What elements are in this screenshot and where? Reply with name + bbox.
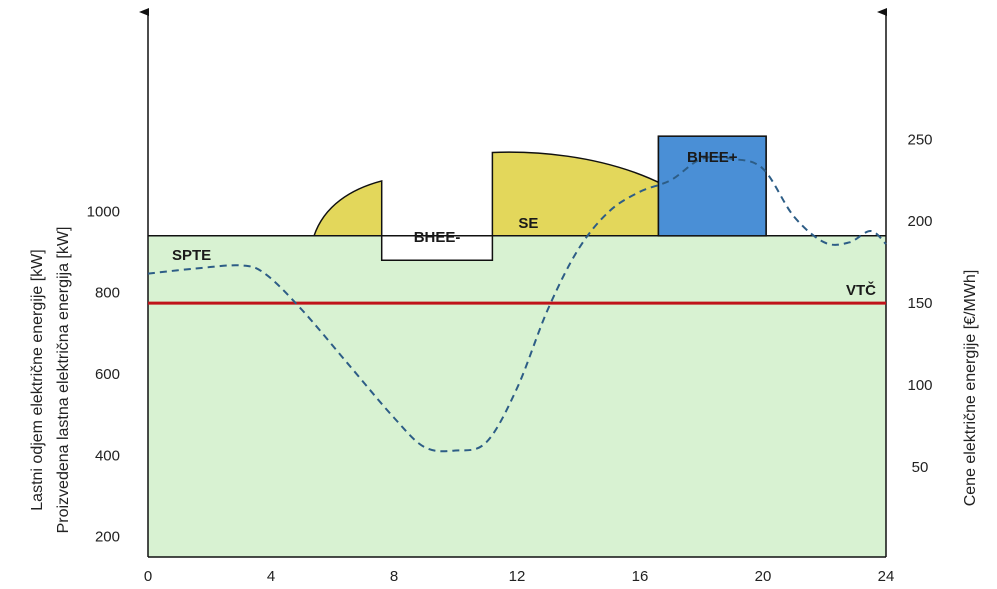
left-tick-label: 800	[95, 285, 120, 302]
x-tick-labels: 0 4 8 12 16 20 24	[144, 568, 895, 585]
x-tick-label: 16	[632, 568, 649, 585]
x-tick-label: 8	[390, 568, 398, 585]
left-tick-label: 400	[95, 447, 120, 464]
x-tick-label: 24	[878, 568, 895, 585]
left-tick-label: 1000	[87, 203, 120, 220]
vtc-label: VTČ	[846, 281, 876, 299]
right-tick-labels: 50 100 150 200 250	[907, 131, 932, 476]
spte-label: SPTE	[172, 247, 211, 264]
left-tick-labels: 200 400 600 800 1000	[87, 203, 120, 545]
bhee-minus-area	[380, 235, 494, 261]
x-tick-label: 0	[144, 568, 152, 585]
se-small-area	[313, 179, 383, 237]
left-axis-title-line1: Lastni odjem električne energije [kW]	[29, 249, 46, 510]
right-axis-title: Cene električne energije [€/MWh]	[962, 270, 979, 507]
bhee-plus-outline	[657, 135, 767, 237]
x-tick-label: 20	[755, 568, 772, 585]
right-tick-label: 250	[907, 131, 932, 148]
right-tick-label: 150	[907, 295, 932, 312]
price-series-line	[147, 155, 887, 453]
right-tick-label: 50	[912, 459, 929, 476]
x-tick-label: 12	[509, 568, 526, 585]
right-tick-label: 200	[907, 213, 932, 230]
left-axis-title-line2: Proizvedena lastna električna energija […	[55, 227, 72, 534]
bhee-minus-label: BHEE-	[414, 229, 461, 246]
right-tick-label: 100	[907, 377, 932, 394]
se-label: SE	[518, 215, 538, 232]
spte-area	[148, 235, 886, 557]
bhee-plus-label: BHEE+	[687, 149, 738, 166]
left-tick-label: 200	[95, 529, 120, 546]
left-tick-label: 600	[95, 366, 120, 383]
x-tick-label: 4	[267, 568, 275, 585]
